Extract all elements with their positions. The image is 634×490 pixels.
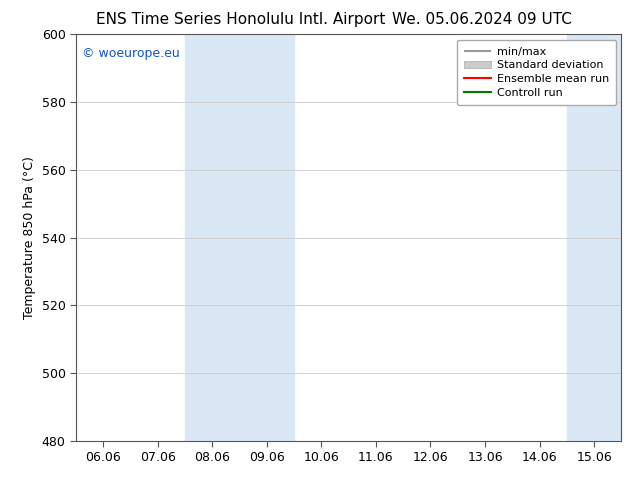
Text: ENS Time Series Honolulu Intl. Airport: ENS Time Series Honolulu Intl. Airport [96,12,385,27]
Y-axis label: Temperature 850 hPa (°C): Temperature 850 hPa (°C) [23,156,36,319]
Bar [240,34,294,441]
Bar [567,34,621,441]
Bar [185,34,240,441]
Legend: min/max, Standard deviation, Ensemble mean run, Controll run: min/max, Standard deviation, Ensemble me… [457,40,616,105]
Text: We. 05.06.2024 09 UTC: We. 05.06.2024 09 UTC [392,12,572,27]
Text: © woeurope.eu: © woeurope.eu [82,47,179,59]
